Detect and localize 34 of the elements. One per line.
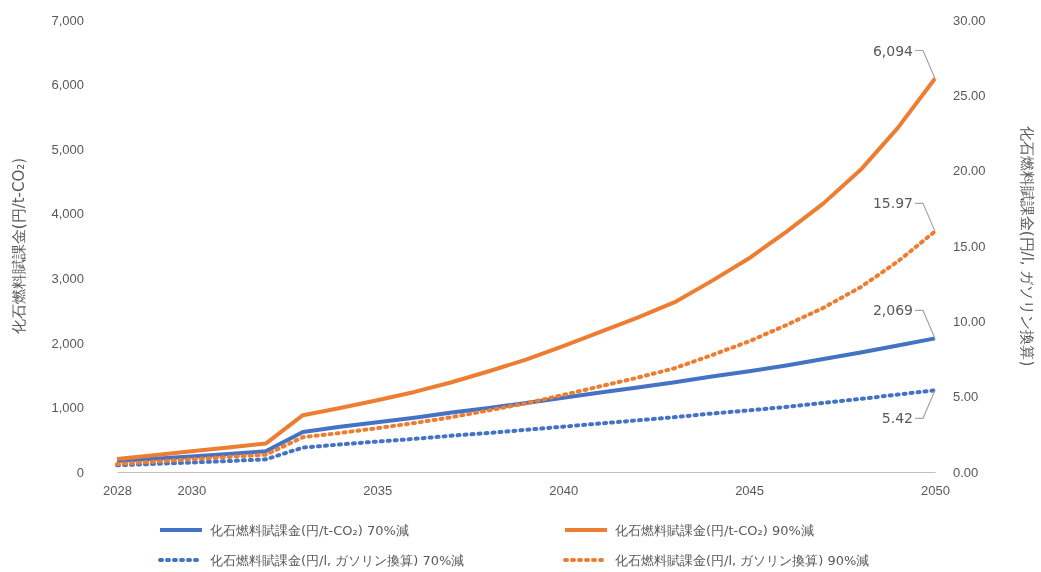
y-tick-label: 5,000: [51, 141, 84, 157]
y-tick-label: 3,000: [51, 270, 84, 286]
line-series: [115, 76, 937, 462]
line-series: [115, 388, 937, 468]
y2-axis-title: 化石燃料賦課金(円/l, ガソリン換算): [1018, 125, 1036, 367]
x-tick-label: 2030: [177, 483, 207, 499]
data-label: 6,094: [872, 42, 914, 59]
y2-tick-label: 30.00: [953, 12, 986, 28]
data-label: 15.97: [872, 195, 913, 212]
line-series: [115, 336, 937, 464]
y-tick-label: 7,000: [51, 12, 84, 28]
legend-label: 化石燃料賦課金(円/l, ガソリン換算) 90%減: [615, 553, 870, 568]
y2-tick-label: 5.00: [953, 389, 979, 405]
legend-label: 化石燃料賦課金(円/t-CO₂) 90%減: [615, 523, 814, 538]
y-tick-label: 0: [76, 464, 84, 480]
x-tick-label: 2040: [549, 483, 579, 499]
x-tick-label: 2028: [103, 483, 132, 499]
y-tick-label: 2,000: [51, 335, 84, 351]
data-label: 2,069: [872, 302, 913, 319]
y2-tick-label: 15.00: [953, 238, 986, 254]
y-tick-label: 1,000: [51, 400, 84, 416]
x-tick-label: 2050: [921, 483, 950, 499]
x-tick-label: 2045: [735, 483, 765, 499]
legend-label: 化石燃料賦課金(円/t-CO₂) 70%減: [210, 523, 409, 538]
y2-tick-label: 25.00: [953, 87, 986, 103]
y-tick-label: 6,000: [51, 77, 84, 93]
x-tick-label: 2035: [363, 483, 393, 499]
legend-label: 化石燃料賦課金(円/l, ガソリン換算) 70%減: [210, 553, 465, 568]
data-label: 5.42: [881, 410, 913, 427]
y2-tick-label: 0.00: [953, 464, 979, 480]
y-axis-title: 化石燃料賦課金(円/t-CO₂): [10, 157, 28, 335]
y2-tick-label: 20.00: [953, 163, 986, 179]
y2-tick-label: 10.00: [953, 313, 986, 329]
y-tick-label: 4,000: [51, 206, 84, 222]
